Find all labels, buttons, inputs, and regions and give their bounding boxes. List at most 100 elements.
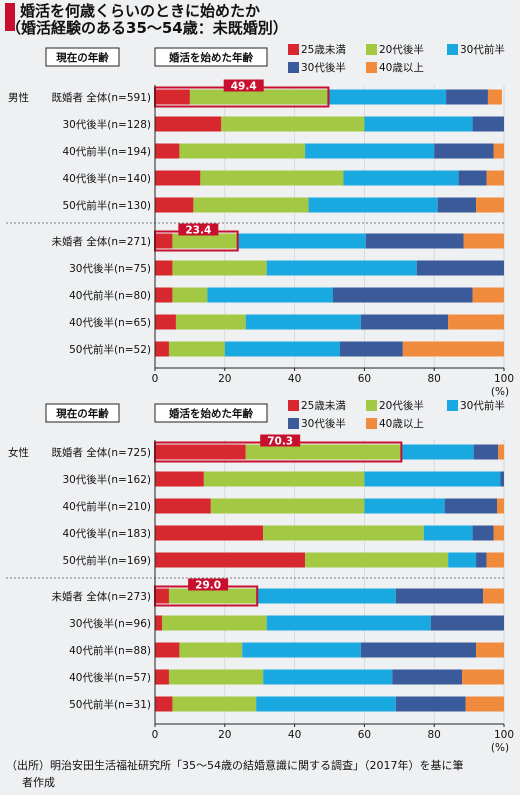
bar-row: 未婚者 全体(n=273) 29.0 — [51, 578, 504, 607]
bar-segment-30s-early — [266, 615, 431, 631]
x-axis-unit: (%) — [491, 386, 509, 398]
legend-label: 40歳以上 — [379, 62, 424, 74]
callout-value: 49.4 — [231, 81, 257, 93]
bar-segment-30s-late — [472, 116, 504, 132]
row-label: 30代後半(n=75) — [69, 262, 151, 275]
bar-segment-25 — [155, 444, 246, 460]
chart-panel-male: 現在の年齢 婚活を始めた年齢 25歳未満 20代後半 30代前半 30代後半 40歳以上男性… — [6, 43, 514, 398]
x-tick-label: 100 — [494, 729, 514, 741]
group-label: 女性 — [8, 446, 29, 459]
row-label: 既婚者 全体(n=725) — [51, 446, 151, 459]
bar-segment-40 — [487, 89, 502, 105]
bar-segment-20s-late — [168, 669, 264, 685]
chart-subtitle: （婚活経験のある35〜54歳：未既婚別） — [6, 19, 288, 37]
bar-segment-30s-late — [500, 471, 504, 487]
bar-segment-40 — [465, 696, 504, 712]
current-age-label: 現在の年齢 — [56, 51, 109, 64]
callout-badge — [188, 578, 229, 591]
bar-segment-25 — [155, 314, 176, 330]
row-label: 30代後半(n=96) — [69, 617, 151, 630]
start-age-box — [154, 403, 268, 423]
bar-row: 未婚者 全体(n=271) 23.4 — [51, 223, 504, 252]
row-label: 30代後半(n=128) — [62, 118, 151, 131]
bar-row: 40代後半(n=65) — [69, 314, 504, 330]
bar-segment-30s-early — [364, 498, 445, 514]
bar-segment-30s-early — [305, 143, 435, 159]
callout-badge — [260, 434, 301, 447]
bar-segment-20s-late — [161, 615, 267, 631]
legend: 25歳未満 20代後半 30代前半 30代後半 40歳以上 — [288, 43, 505, 74]
row-label: 50代前半(n=52) — [69, 343, 151, 356]
legend-label: 40歳以上 — [379, 418, 424, 430]
title-marker — [5, 3, 15, 31]
bar-segment-30s-late — [473, 444, 499, 460]
row-label: 未婚者 全体(n=271) — [51, 235, 151, 248]
legend-label: 20代後半 — [379, 399, 424, 412]
callout-value: 70.3 — [267, 436, 293, 448]
bar-segment-25 — [155, 143, 180, 159]
bar-segment-20s-late — [245, 444, 401, 460]
legend-swatch — [366, 44, 377, 55]
x-tick-label: 40 — [288, 373, 301, 385]
bar-segment-25 — [155, 615, 162, 631]
legend-label: 30代後半 — [301, 61, 346, 74]
bar-segment-30s-late — [339, 341, 403, 357]
callout-value: 29.0 — [195, 580, 221, 592]
callout-badge — [178, 223, 219, 236]
callout-value: 23.4 — [185, 225, 211, 237]
bar-segment-30s-late — [395, 696, 466, 712]
bar-segment-20s-late — [263, 525, 424, 541]
bar-row: 40代前半(n=210) — [62, 498, 504, 514]
start-age-label: 婚活を始めた年齢 — [168, 407, 253, 420]
current-age-box — [45, 403, 120, 423]
bar-segment-30s-late — [458, 170, 487, 186]
bar-segment-25 — [155, 525, 264, 541]
bar-segment-40 — [476, 642, 504, 658]
bar-row: 40代後半(n=140) — [62, 170, 504, 186]
bar-segment-40 — [463, 233, 504, 249]
legend: 25歳未満 20代後半 30代前半 30代後半 40歳以上 — [288, 399, 505, 430]
legend-swatch — [288, 400, 299, 411]
bar-segment-20s-late — [210, 498, 365, 514]
bar-row: 50代前半(n=52) — [69, 341, 504, 357]
row-label: 40代後半(n=183) — [62, 527, 151, 540]
bar-segment-20s-late — [305, 552, 449, 568]
current-age-box — [45, 47, 120, 67]
bar-segment-30s-late — [332, 287, 473, 303]
x-tick-label: 60 — [358, 373, 371, 385]
x-tick-label: 100 — [494, 373, 514, 385]
row-label: 40代前半(n=88) — [69, 644, 151, 657]
bar-segment-30s-late — [360, 314, 449, 330]
legend-swatch — [366, 62, 377, 73]
bar-row: 30代後半(n=96) — [69, 615, 504, 631]
source-note-line2: 者作成 — [22, 776, 55, 789]
bar-segment-25 — [155, 696, 173, 712]
row-label: 40代前半(n=210) — [62, 500, 151, 513]
legend-swatch — [366, 418, 377, 429]
bar-segment-20s-late — [168, 588, 257, 604]
legend-swatch — [288, 44, 299, 55]
bar-segment-30s-late — [446, 89, 488, 105]
bar-segment-20s-late — [172, 287, 208, 303]
bar-segment-30s-late — [476, 552, 487, 568]
row-label: 40代後半(n=57) — [69, 671, 151, 684]
legend-swatch — [447, 44, 458, 55]
row-label: 50代前半(n=130) — [62, 199, 151, 212]
x-tick-label: 60 — [358, 729, 371, 741]
bar-segment-25 — [155, 89, 190, 105]
bar-segment-40 — [493, 525, 504, 541]
x-tick-label: 80 — [428, 729, 441, 741]
bar-segment-30s-early — [400, 444, 474, 460]
start-age-box — [154, 47, 268, 67]
x-tick-label: 20 — [218, 729, 231, 741]
bar-segment-20s-late — [179, 143, 306, 159]
bar-segment-40 — [486, 170, 504, 186]
bar-segment-20s-late — [189, 89, 328, 105]
bar-segment-30s-early — [263, 669, 393, 685]
bar-row: 30代後半(n=128) — [62, 116, 504, 132]
bar-row: 50代前半(n=169) — [62, 552, 504, 568]
bar-segment-25 — [155, 588, 169, 604]
legend-label: 30代前半 — [460, 399, 505, 412]
bar-segment-30s-late — [434, 143, 494, 159]
